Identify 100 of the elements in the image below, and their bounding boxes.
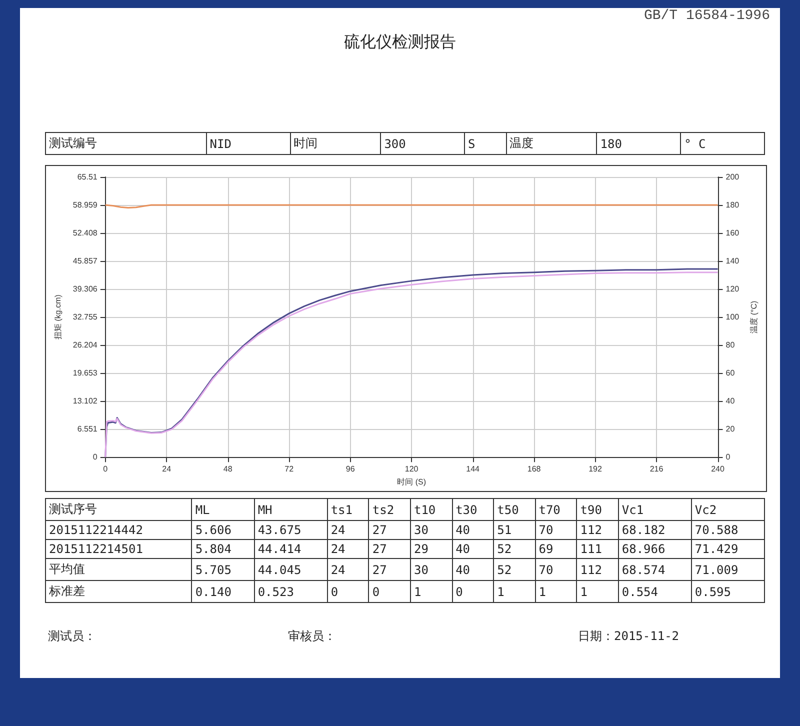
y-tick-label: 45.857 xyxy=(72,256,98,266)
y-tick-label: 52.408 xyxy=(72,228,98,238)
text: Vc1 xyxy=(618,498,692,520)
x-tick-label: 144 xyxy=(466,464,480,474)
text: 5.705 xyxy=(192,558,254,580)
text: 测试编号 xyxy=(46,132,206,154)
text: 0.554 xyxy=(618,580,692,602)
text: 1 xyxy=(410,580,452,602)
text: t70 xyxy=(535,498,577,520)
text: GB/T 16584-1996 xyxy=(644,8,770,24)
y2-tick-label: 100 xyxy=(726,312,740,322)
text: 温度 xyxy=(506,132,597,154)
y2-tick-label: 60 xyxy=(726,368,736,378)
text: ts2 xyxy=(368,498,410,520)
text: S xyxy=(464,132,506,154)
text: 测试序号 xyxy=(46,498,192,520)
text: 24 xyxy=(327,540,369,558)
text: 112 xyxy=(576,520,618,540)
text: 标准差 xyxy=(46,580,192,602)
text: 2015112214442 xyxy=(46,520,192,540)
y-tick-label: 0 xyxy=(92,452,98,462)
text: 71.429 xyxy=(691,540,764,558)
y-tick-label: 39.306 xyxy=(72,284,98,294)
text: 44.414 xyxy=(254,540,328,558)
y2-tick-label: 40 xyxy=(726,396,736,406)
x-tick-label: 96 xyxy=(346,464,356,474)
text: ° C xyxy=(680,132,764,154)
text: 71.009 xyxy=(691,558,764,580)
text: 24 xyxy=(327,520,369,540)
text: 70.588 xyxy=(691,520,764,540)
text: 29 xyxy=(410,540,452,558)
x-tick-label: 0 xyxy=(103,464,108,474)
text: 审核员： xyxy=(288,628,336,645)
text: 27 xyxy=(368,558,410,580)
text: 300 xyxy=(380,132,465,154)
text: 0 xyxy=(368,580,410,602)
text: ML xyxy=(192,498,254,520)
y-tick-label: 32.755 xyxy=(72,312,98,322)
y2-tick-label: 120 xyxy=(726,284,740,294)
y-axis-title: 扭矩 (kg.cm) xyxy=(54,294,62,340)
y2-tick-label: 0 xyxy=(726,452,731,462)
text: NID xyxy=(206,132,290,154)
y-tick-label: 58.959 xyxy=(72,200,98,210)
text: 1 xyxy=(494,580,536,602)
y2-tick-label: 20 xyxy=(726,424,736,434)
text: 70 xyxy=(535,520,577,540)
text: 43.675 xyxy=(254,520,328,540)
text: 40 xyxy=(452,540,494,558)
text: 24 xyxy=(327,558,369,580)
text: 40 xyxy=(452,558,494,580)
x-tick-label: 192 xyxy=(588,464,602,474)
text: 27 xyxy=(368,520,410,540)
text: 52 xyxy=(494,558,536,580)
text: 68.182 xyxy=(618,520,692,540)
x-tick-label: 216 xyxy=(650,464,664,474)
text: 0.140 xyxy=(192,580,254,602)
text: 51 xyxy=(494,520,536,540)
text: MH xyxy=(254,498,328,520)
text: 测试员： xyxy=(48,628,96,645)
text: 52 xyxy=(494,540,536,558)
text: t50 xyxy=(494,498,536,520)
x-tick-label: 72 xyxy=(284,464,294,474)
text: 日期：2015-11-2 xyxy=(578,628,680,645)
y-tick-label: 13.102 xyxy=(72,396,98,406)
text: 0 xyxy=(452,580,494,602)
text: Vc2 xyxy=(691,498,764,520)
text: 44.045 xyxy=(254,558,328,580)
text: 27 xyxy=(368,540,410,558)
x-tick-label: 48 xyxy=(223,464,233,474)
text: 0.595 xyxy=(691,580,764,602)
y-tick-label: 19.653 xyxy=(72,368,98,378)
y2-tick-label: 140 xyxy=(726,256,740,266)
text: 0 xyxy=(327,580,369,602)
text: 70 xyxy=(535,558,577,580)
text: 2015112214501 xyxy=(46,540,192,558)
x-tick-label: 24 xyxy=(162,464,172,474)
text: 1 xyxy=(576,580,618,602)
text: 1 xyxy=(535,580,577,602)
y-tick-label: 65.51 xyxy=(77,172,98,182)
y2-axis-title: 温度 (°C) xyxy=(750,300,758,334)
x-tick-label: 240 xyxy=(711,464,725,474)
y2-tick-label: 80 xyxy=(726,340,736,350)
text: 68.574 xyxy=(618,558,692,580)
x-tick-label: 120 xyxy=(404,464,419,474)
text: 30 xyxy=(410,520,452,540)
text: 时间 xyxy=(290,132,381,154)
text: t90 xyxy=(576,498,618,520)
text: t10 xyxy=(410,498,452,520)
chart-title: 硫化仪检测报告 xyxy=(343,32,457,53)
text: 40 xyxy=(452,520,494,540)
text: t30 xyxy=(452,498,494,520)
text: 30 xyxy=(410,558,452,580)
y2-tick-label: 200 xyxy=(726,172,740,182)
y2-tick-label: 160 xyxy=(726,228,740,238)
y2-tick-label: 180 xyxy=(726,200,740,210)
text: 112 xyxy=(576,558,618,580)
text: 111 xyxy=(576,540,618,558)
y-tick-label: 26.204 xyxy=(72,340,98,350)
text: 0.523 xyxy=(254,580,328,602)
x-tick-label: 168 xyxy=(527,464,542,474)
